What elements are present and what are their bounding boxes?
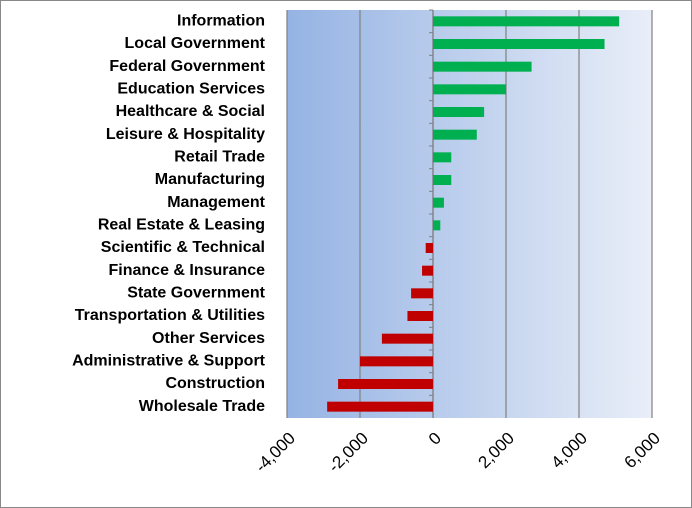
y-tick-label: Education Services <box>117 81 265 98</box>
y-tick-label: Local Government <box>125 35 266 52</box>
bar <box>411 288 433 299</box>
y-tick-label: Finance & Insurance <box>109 262 266 279</box>
y-tick-label: Other Services <box>152 330 265 347</box>
y-tick-label: Leisure & Hospitality <box>106 126 265 143</box>
y-tick-label: Information <box>177 13 265 30</box>
bar <box>422 265 433 276</box>
bar <box>433 61 532 72</box>
bar <box>433 152 452 163</box>
y-tick-label: Transportation & Utilities <box>75 307 265 324</box>
y-tick-label: Management <box>167 194 265 211</box>
y-tick-label: Healthcare & Social <box>116 103 265 120</box>
y-tick-label: Retail Trade <box>174 149 265 166</box>
bar <box>433 220 441 231</box>
bar <box>433 129 477 140</box>
bar <box>433 84 506 95</box>
bar <box>433 39 605 49</box>
bar <box>433 175 452 185</box>
y-tick-label: Manufacturing <box>155 171 265 188</box>
y-tick-label: Administrative & Support <box>72 353 266 370</box>
bar <box>407 311 433 321</box>
y-tick-label: Real Estate & Leasing <box>98 217 265 234</box>
bar <box>327 401 433 412</box>
bar <box>338 379 433 389</box>
bar <box>433 16 620 27</box>
bar <box>381 333 433 344</box>
bar <box>433 107 485 117</box>
y-tick-label: Scientific & Technical <box>101 239 265 256</box>
y-tick-label: Construction <box>165 375 265 392</box>
y-tick-label: Federal Government <box>109 58 265 75</box>
y-tick-label: Wholesale Trade <box>139 398 265 415</box>
y-tick-label: State Government <box>127 285 265 302</box>
plot-area <box>287 10 652 418</box>
bar <box>360 356 433 367</box>
bar <box>425 243 433 253</box>
bar <box>433 197 444 208</box>
